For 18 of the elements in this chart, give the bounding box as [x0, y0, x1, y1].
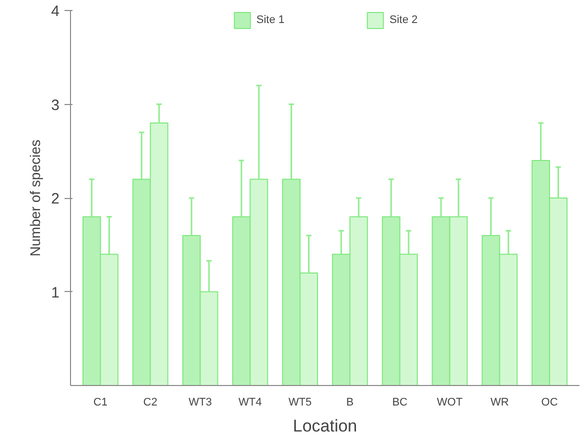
- y-tick-label: 2: [51, 190, 60, 208]
- x-tick-label: B: [346, 396, 354, 408]
- y-tick-label: 3: [51, 96, 60, 114]
- x-tick-label: WR: [490, 396, 509, 408]
- x-tick-label: WT5: [288, 396, 312, 408]
- x-tick-label: WT4: [238, 396, 262, 408]
- y-axis-title: Number of species: [27, 140, 44, 256]
- x-tick-label: OC: [541, 396, 558, 408]
- x-tick-label: BC: [392, 396, 408, 408]
- x-axis-title: Location: [292, 416, 358, 436]
- y-tick-label: 1: [51, 284, 60, 302]
- x-tick-label: WOT: [436, 396, 463, 408]
- legend-label: Site 1: [256, 14, 284, 26]
- x-tick-label: C1: [93, 396, 108, 408]
- legend-label: Site 2: [390, 14, 418, 26]
- x-tick-label: WT3: [188, 396, 212, 408]
- y-tick-label: 4: [51, 3, 60, 20]
- x-tick-label: C2: [143, 396, 158, 408]
